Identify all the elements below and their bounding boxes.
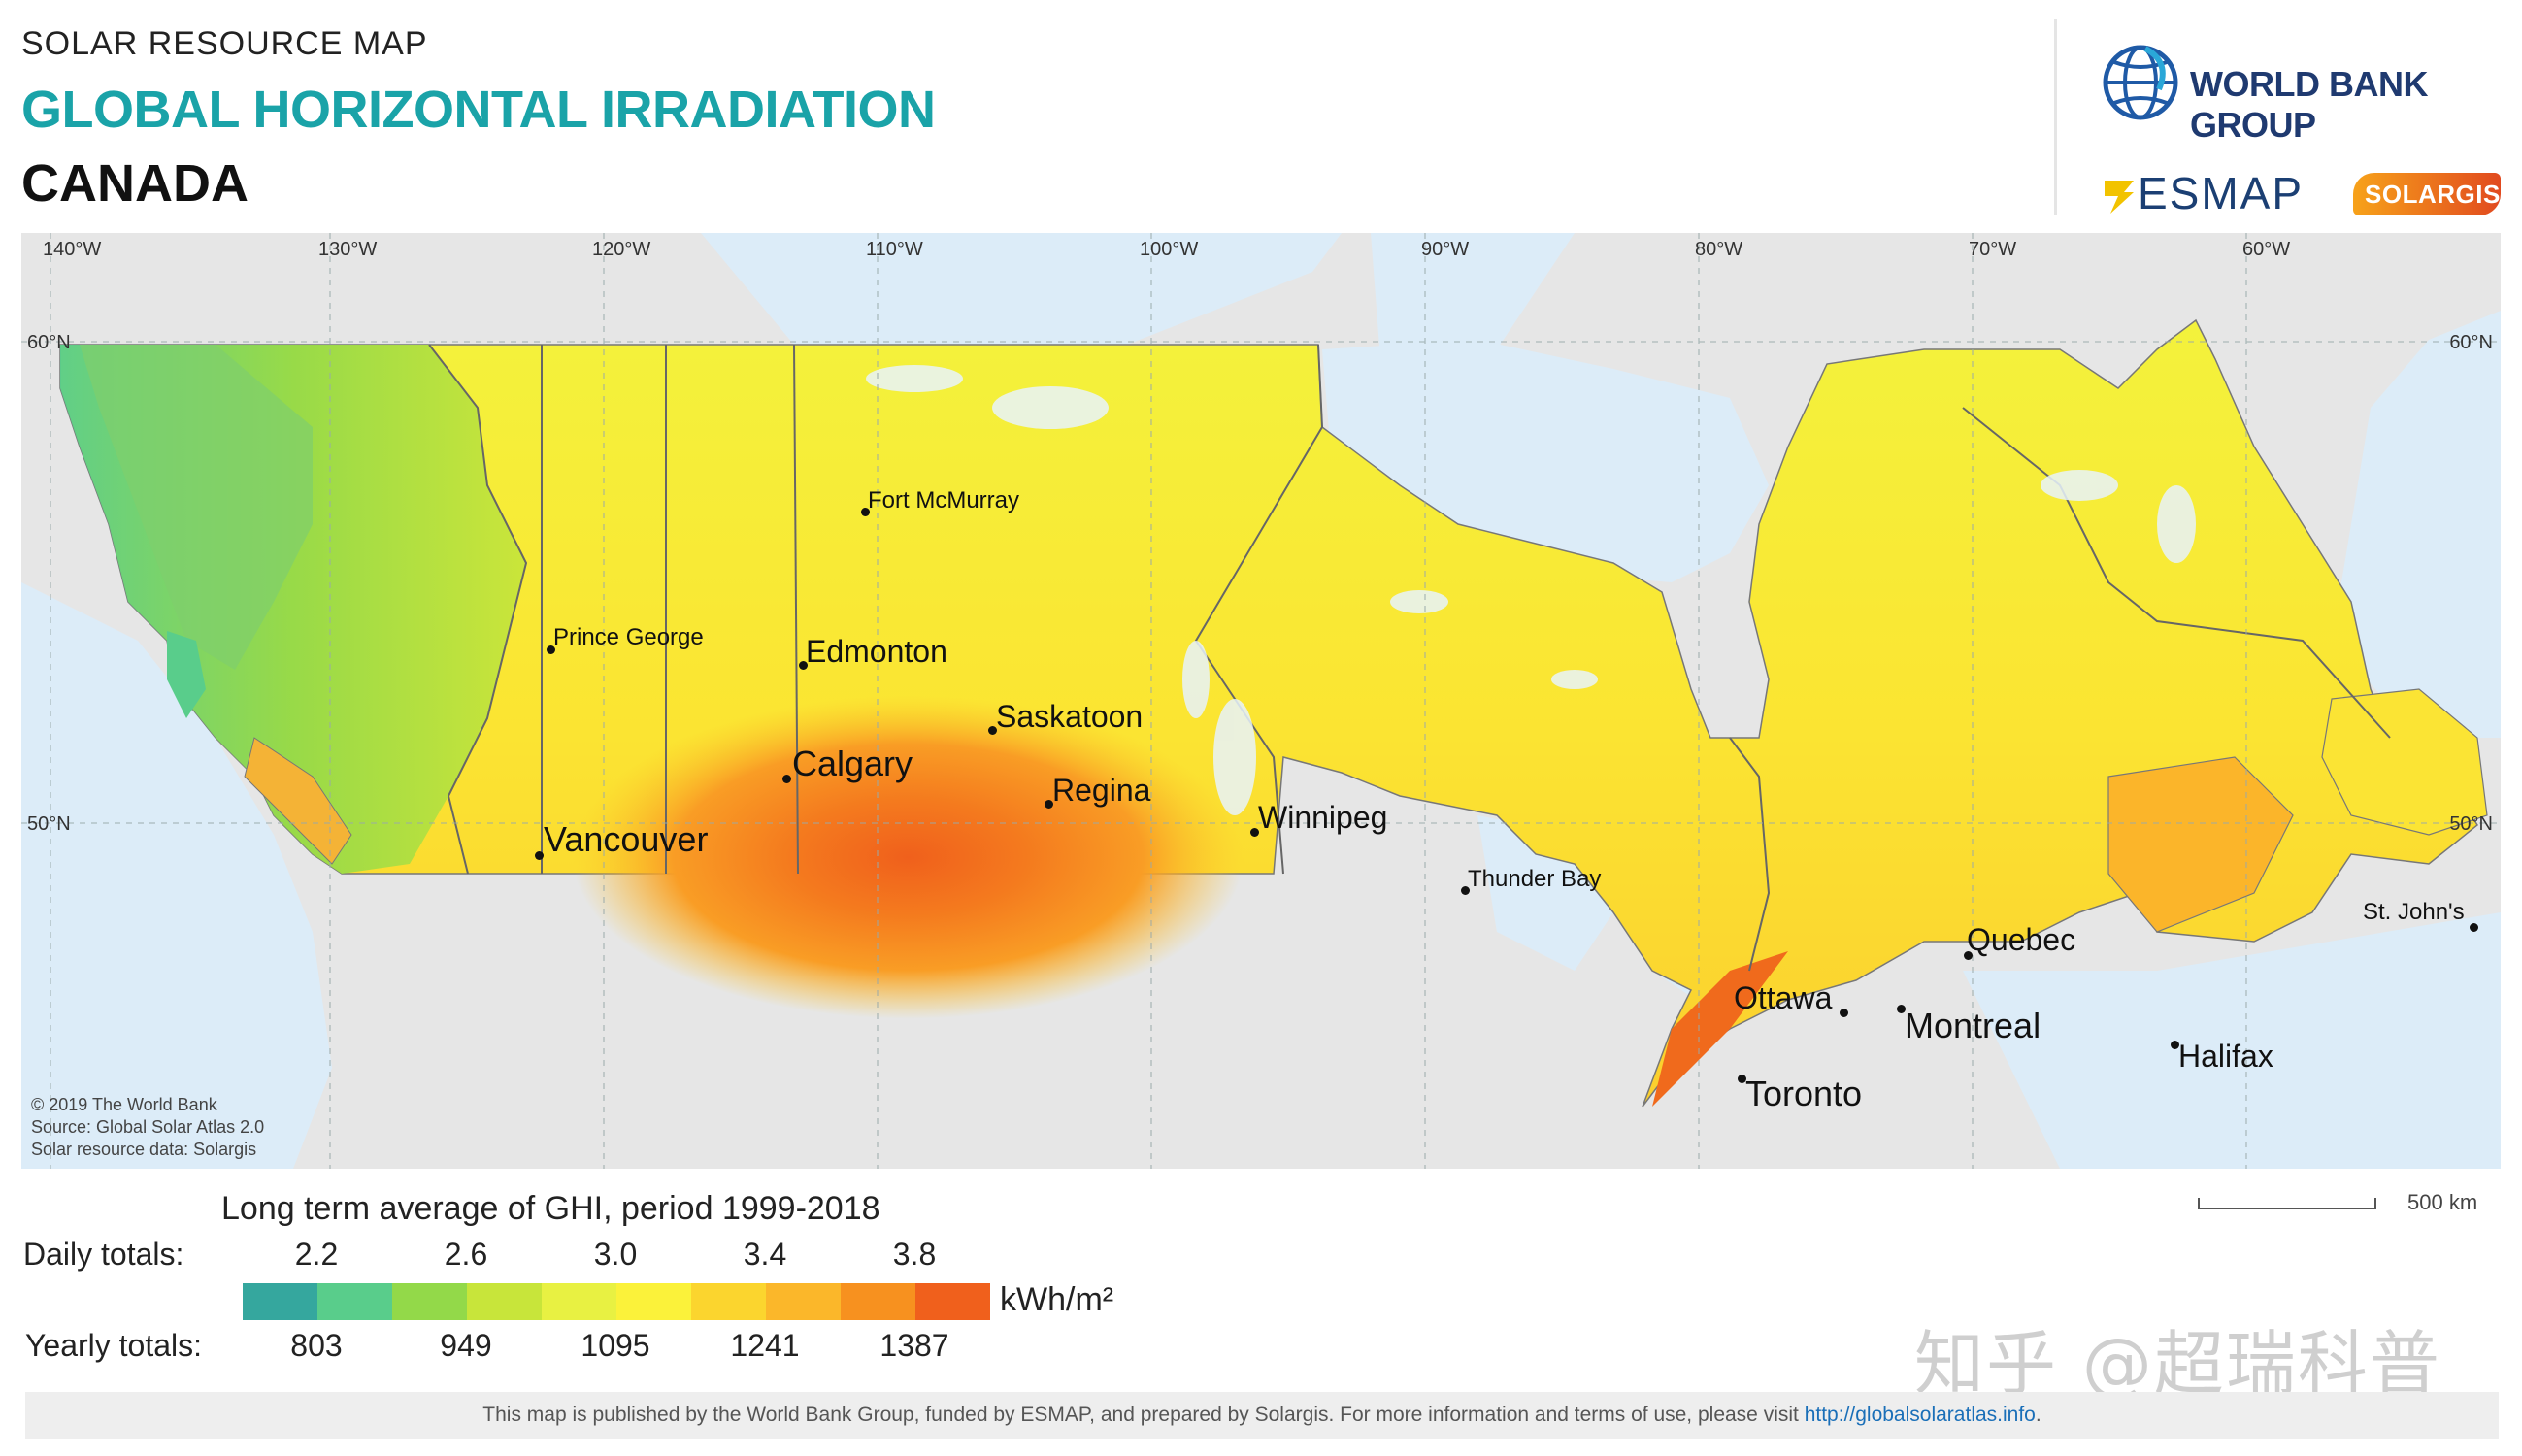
city-marker [1964, 951, 1973, 960]
esmap-sun-icon [2105, 181, 2134, 214]
city-marker [1897, 1005, 1906, 1013]
longitude-label: 100°W [1140, 239, 1199, 260]
map-title: GLOBAL HORIZONTAL IRRADIATION [21, 81, 936, 139]
longitude-label: 140°W [43, 239, 102, 260]
map-credit: Source: Global Solar Atlas 2.0 [31, 1117, 265, 1137]
world-bank-name: WORLD BANK GROUP [2190, 64, 2428, 145]
map-credit: © 2019 The World Bank [31, 1095, 217, 1114]
legend-daily-value: 2.2 [294, 1237, 339, 1272]
city-marker [1461, 886, 1470, 895]
city-fort-mcmurray: Fort McMurray [868, 487, 1019, 513]
scale-label: 500 km [2407, 1190, 2478, 1214]
legend-daily-value: 2.6 [444, 1237, 488, 1272]
city-saskatoon: Saskatoon [996, 699, 1144, 734]
map-supertitle: SOLAR RESOURCE MAP [21, 25, 428, 62]
scale-bar-line [2198, 1198, 2376, 1209]
legend-swatch [616, 1283, 691, 1320]
latitude-label: 50°N [27, 813, 71, 835]
city-ottawa: Ottawa [1734, 980, 1833, 1015]
watermark: 知乎 @超瑞科普 [1914, 1323, 2441, 1405]
legend-yearly-value: 1095 [581, 1328, 650, 1363]
city-toronto: Toronto [1745, 1074, 1863, 1113]
longitude-label: 70°W [1969, 239, 2017, 260]
legend-swatch [691, 1283, 766, 1320]
map-header: SOLAR RESOURCE MAP GLOBAL HORIZONTAL IRR… [21, 0, 2021, 223]
footer-note: This map is published by the World Bank … [482, 1404, 1805, 1426]
city-prince-george: Prince George [553, 624, 704, 650]
world-bank-logo: WORLD BANK GROUP [2101, 43, 2508, 145]
legend-swatch [766, 1283, 841, 1320]
legend-daily-value: 3.8 [892, 1237, 937, 1272]
city-marker [782, 775, 791, 783]
latitude-label: 60°N [27, 332, 71, 353]
legend-yearly-value: 949 [440, 1328, 492, 1363]
legend-swatch [243, 1283, 317, 1320]
legend-yearly-value: 1241 [730, 1328, 800, 1363]
city-marker [988, 726, 997, 735]
footer-text: This map is published by the World Bank … [25, 1404, 2499, 1427]
solargis-logo: SOLARGIS [2353, 173, 2501, 215]
solargis-name: SOLARGIS [2365, 180, 2501, 209]
legend-daily-value: 3.0 [593, 1237, 638, 1272]
footer-link[interactable]: http://globalsolaratlas.info [1804, 1404, 2036, 1426]
city-marker [1250, 828, 1259, 837]
legend-daily-label: Daily totals: [23, 1237, 184, 1272]
globe-icon [2103, 45, 2178, 120]
city-regina: Regina [1052, 773, 1151, 808]
latitude-label: 60°N [2449, 332, 2493, 353]
longitude-label: 60°W [2242, 239, 2291, 260]
header-divider [2054, 19, 2057, 215]
legend-yearly-value: 803 [290, 1328, 343, 1363]
esmap-name: ESMAP [2138, 168, 2305, 218]
legend-daily-value: 3.4 [743, 1237, 787, 1272]
city-marker [1840, 1009, 1848, 1017]
legend-title: Long term average of GHI, period 1999-20… [221, 1190, 880, 1227]
city-marker [2470, 923, 2478, 932]
city-calgary: Calgary [792, 744, 913, 783]
map-graphic [21, 233, 2501, 1169]
city-marker [861, 508, 870, 516]
city-winnipeg: Winnipeg [1258, 800, 1388, 835]
city-marker [535, 851, 544, 860]
city-marker [1045, 800, 1053, 809]
map-credit: Solar resource data: Solargis [31, 1140, 257, 1159]
city-montreal: Montreal [1905, 1006, 2041, 1045]
footer: This map is published by the World Bank … [25, 1392, 2499, 1439]
solar-map: 140°W 130°W 120°W 110°W 100°W 90°W 80°W … [21, 233, 2501, 1169]
longitude-label: 120°W [592, 239, 651, 260]
country-title: CANADA [21, 154, 249, 213]
legend-swatch [915, 1283, 990, 1320]
footer-end: . [2035, 1404, 2041, 1426]
legend-swatch [392, 1283, 467, 1320]
city-marker [799, 661, 808, 670]
legend-swatch [841, 1283, 915, 1320]
longitude-label: 110°W [866, 239, 923, 260]
latitude-label: 50°N [2449, 813, 2493, 835]
legend-yearly-value: 1387 [879, 1328, 949, 1363]
legend-swatch [317, 1283, 392, 1320]
legend-unit: kWh/m² [1000, 1281, 1114, 1318]
legend-swatch [467, 1283, 542, 1320]
city-quebec: Quebec [1967, 922, 2076, 957]
city-marker [2171, 1041, 2179, 1049]
legend-swatch [542, 1283, 616, 1320]
longitude-label: 80°W [1695, 239, 1743, 260]
city-edmonton: Edmonton [806, 634, 947, 669]
city-vancouver: Vancouver [544, 819, 709, 859]
longitude-label: 130°W [318, 239, 378, 260]
esmap-logo: ESMAP [2105, 167, 2302, 218]
city-thunder-bay: Thunder Bay [1468, 866, 1602, 892]
city-st-johns: St. John's [2363, 899, 2465, 925]
irradiation-legend: Long term average of GHI, period 1999-20… [0, 1175, 1165, 1388]
longitude-label: 90°W [1421, 239, 1470, 260]
city-marker [547, 645, 555, 654]
city-marker [1738, 1075, 1746, 1083]
legend-yearly-label: Yearly totals: [25, 1328, 203, 1363]
city-halifax: Halifax [2178, 1039, 2273, 1074]
